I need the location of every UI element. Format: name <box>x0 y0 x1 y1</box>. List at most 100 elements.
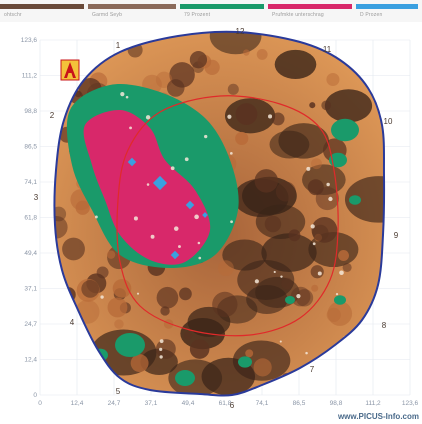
wood-texture-spot <box>166 79 185 97</box>
wood-texture-spot <box>321 100 332 111</box>
wood-texture-spot <box>155 339 176 359</box>
wood-texture-spot <box>326 72 340 87</box>
white-speckle <box>94 215 98 219</box>
wood-texture-spot <box>235 131 249 146</box>
wood-texture-spot <box>315 186 340 211</box>
white-speckle <box>230 220 233 224</box>
wood-texture-spot <box>288 229 301 242</box>
white-speckle <box>339 270 344 276</box>
wood-texture-spot <box>184 331 193 340</box>
x-tick-label: 86,5 <box>293 400 306 407</box>
wood-texture-spot <box>271 112 285 126</box>
wood-texture-spot <box>62 237 85 261</box>
legend-label: Garmd Seyb <box>92 12 123 18</box>
decay-blob <box>274 49 317 79</box>
measurement-point-7: 7 <box>310 365 315 374</box>
white-speckle <box>229 151 233 155</box>
legend-item: Prufmkte unterschrag <box>268 4 352 20</box>
blue-speckle <box>185 200 195 210</box>
x-tick-label: 98,8 <box>330 400 343 407</box>
white-speckle <box>227 114 232 119</box>
blue-speckle <box>170 250 180 260</box>
wood-texture-spot <box>309 102 316 109</box>
x-tick-label: 61,8 <box>219 400 232 407</box>
legend-label: Prufmkte unterschrag <box>272 12 324 18</box>
white-speckle <box>194 214 199 220</box>
wood-texture-spot <box>346 51 353 58</box>
legend-swatch <box>0 4 84 9</box>
white-speckle <box>273 270 276 274</box>
white-speckle <box>100 295 104 299</box>
wood-texture-spot <box>81 280 100 298</box>
y-tick-label: 86,5 <box>24 144 37 151</box>
green-patch <box>175 370 195 386</box>
magenta-zone <box>83 109 211 265</box>
measurement-point-9: 9 <box>394 231 399 240</box>
wood-texture-spot <box>218 260 234 277</box>
white-speckle <box>328 196 333 202</box>
green-patch <box>115 333 145 357</box>
wood-texture-spot <box>114 319 124 329</box>
x-tick-label: 24,7 <box>108 400 121 407</box>
white-speckle <box>184 157 189 162</box>
watermark: www.PICUS-Info.com <box>337 412 419 421</box>
wood-texture-spot <box>106 250 116 259</box>
white-speckle <box>125 95 129 99</box>
blue-speckle <box>202 212 208 218</box>
wood-texture-spot <box>54 86 61 100</box>
legend-item: Garmd Seyb <box>88 4 176 20</box>
axis-labels: 0 12,4 24,7 37,1 49,4 61,8 74,1 86,5 98,8 111,2 12… <box>21 37 419 407</box>
white-speckle <box>198 256 202 260</box>
wood-texture-spot <box>312 224 329 242</box>
decay-blob <box>278 123 330 159</box>
wood-texture-spot <box>327 301 353 326</box>
wood-texture-spot <box>256 48 268 60</box>
y-tick-label: 12,4 <box>24 357 37 364</box>
inner-reference-ring <box>116 95 339 337</box>
legend-item: D Prozen <box>356 4 418 20</box>
wood-texture-spot <box>54 215 68 239</box>
wood-texture-spot <box>235 103 258 125</box>
wood-texture-spot <box>189 339 210 359</box>
wood-texture-spot <box>189 51 208 69</box>
green-patch <box>331 118 359 142</box>
wood-texture-spot <box>156 286 179 309</box>
wood-texture-spot <box>243 49 250 56</box>
white-speckle <box>177 245 181 249</box>
measurement-point-10: 10 <box>384 117 393 126</box>
wood-texture-spot <box>227 83 239 95</box>
wood-texture-spot <box>281 277 293 290</box>
wood-texture-spot <box>112 279 132 298</box>
legend-item: 79 Prozent <box>180 4 264 20</box>
y-tick-label: 123,6 <box>21 37 38 44</box>
wood-texture-spot <box>342 262 352 272</box>
white-speckle <box>159 339 164 344</box>
green-patch <box>334 295 346 305</box>
white-speckle <box>312 242 316 246</box>
wood-texture-spot <box>245 349 254 358</box>
white-speckle <box>310 224 315 229</box>
white-speckle <box>145 115 151 120</box>
wood-texture-spot <box>253 358 272 377</box>
wood-texture-spot <box>96 266 109 279</box>
decay-blob <box>261 233 317 272</box>
white-speckle <box>326 182 330 187</box>
x-tick-label: 37,1 <box>145 400 158 407</box>
wood-texture-spot <box>89 367 98 375</box>
white-speckle <box>136 292 140 295</box>
measurement-point-11: 11 <box>323 45 332 54</box>
wood-texture-spot <box>254 169 279 193</box>
decay-blob <box>222 239 267 271</box>
wood-texture-spot <box>339 47 348 56</box>
wood-texture-spot <box>290 286 311 307</box>
trunk-cross-section <box>54 31 385 396</box>
decay-blob <box>242 176 297 216</box>
decay-blob <box>344 176 385 223</box>
white-speckle <box>204 134 208 139</box>
y-tick-label: 49,4 <box>24 250 37 257</box>
white-speckle <box>305 351 308 355</box>
wood-texture-spot <box>90 41 109 60</box>
decay-blob <box>168 359 223 396</box>
legend-swatch <box>356 4 418 9</box>
